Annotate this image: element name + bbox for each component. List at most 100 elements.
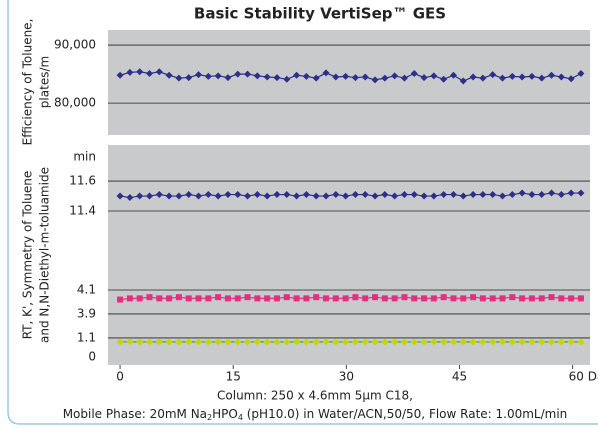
marker — [459, 77, 467, 85]
marker — [489, 338, 497, 346]
marker — [126, 194, 134, 202]
marker — [195, 192, 203, 200]
marker — [263, 73, 271, 81]
marker — [421, 295, 428, 302]
marker — [156, 295, 163, 302]
marker — [224, 191, 232, 199]
marker — [204, 72, 212, 80]
marker — [538, 338, 546, 346]
marker — [361, 191, 369, 199]
marker — [420, 192, 428, 200]
marker — [499, 338, 507, 346]
marker — [322, 192, 330, 200]
marker — [509, 294, 516, 301]
marker — [234, 338, 242, 346]
marker — [302, 191, 310, 199]
marker — [577, 189, 585, 197]
marker — [145, 338, 153, 346]
marker — [410, 191, 418, 199]
marker — [508, 338, 516, 346]
marker — [332, 191, 340, 199]
marker — [557, 338, 565, 346]
marker — [567, 189, 575, 197]
marker — [136, 68, 144, 76]
marker — [459, 338, 467, 346]
marker — [430, 295, 437, 302]
marker — [264, 295, 271, 302]
marker — [312, 192, 320, 200]
marker — [332, 338, 340, 346]
marker — [420, 74, 428, 82]
marker — [440, 294, 447, 301]
marker — [489, 71, 497, 79]
marker — [450, 295, 457, 302]
marker — [136, 295, 143, 302]
marker — [440, 75, 448, 83]
y-tick-label: 4.1 — [77, 282, 96, 296]
panel — [108, 30, 590, 135]
marker — [195, 71, 203, 79]
marker — [351, 338, 359, 346]
marker — [234, 295, 241, 302]
marker — [126, 68, 134, 76]
marker — [489, 191, 497, 199]
marker — [430, 192, 438, 200]
marker — [302, 72, 310, 80]
footnote: Mobile Phase: 20mM Na2HPO4 (pH10.0) in W… — [63, 407, 568, 422]
marker — [528, 338, 536, 346]
marker — [577, 70, 585, 78]
marker — [381, 295, 388, 302]
y-tick-label: 3.9 — [77, 306, 96, 320]
marker — [204, 338, 212, 346]
marker — [528, 191, 536, 199]
marker — [195, 295, 202, 302]
marker — [234, 70, 242, 78]
y-unit: min — [73, 150, 96, 164]
marker — [519, 295, 526, 302]
marker — [508, 191, 516, 199]
marker — [459, 192, 467, 200]
marker — [244, 192, 252, 200]
marker — [185, 191, 193, 199]
marker — [224, 74, 232, 82]
marker — [185, 74, 193, 82]
marker — [185, 295, 192, 302]
marker — [460, 295, 467, 302]
marker — [410, 70, 418, 78]
marker — [577, 338, 585, 346]
marker — [567, 75, 575, 83]
marker — [342, 295, 349, 302]
marker — [528, 295, 535, 302]
panel — [108, 145, 590, 365]
marker — [116, 192, 124, 200]
marker — [361, 73, 369, 81]
marker — [204, 191, 212, 199]
footnote: Column: 250 x 4.6mm 5μm C18, — [217, 389, 413, 403]
marker — [224, 295, 231, 302]
marker — [567, 338, 575, 346]
marker — [136, 192, 144, 200]
chart-title: Basic Stability VertiSep™ GES — [194, 5, 446, 23]
marker — [538, 191, 546, 199]
marker — [410, 338, 418, 346]
marker — [469, 191, 477, 199]
x-tick-label: 45 — [452, 370, 467, 384]
marker — [371, 338, 379, 346]
marker — [371, 192, 379, 200]
marker — [557, 73, 565, 81]
marker — [283, 294, 290, 301]
marker — [568, 295, 575, 302]
marker — [312, 74, 320, 82]
marker — [499, 192, 507, 200]
marker — [499, 74, 507, 82]
marker — [175, 192, 183, 200]
marker — [430, 338, 438, 346]
marker — [283, 75, 291, 83]
marker — [175, 338, 183, 346]
y-tick-label: 0 — [88, 350, 96, 364]
marker — [244, 70, 252, 78]
y-tick-label: 90,000 — [54, 38, 96, 52]
marker — [313, 294, 320, 301]
marker — [518, 189, 526, 197]
marker — [165, 338, 173, 346]
